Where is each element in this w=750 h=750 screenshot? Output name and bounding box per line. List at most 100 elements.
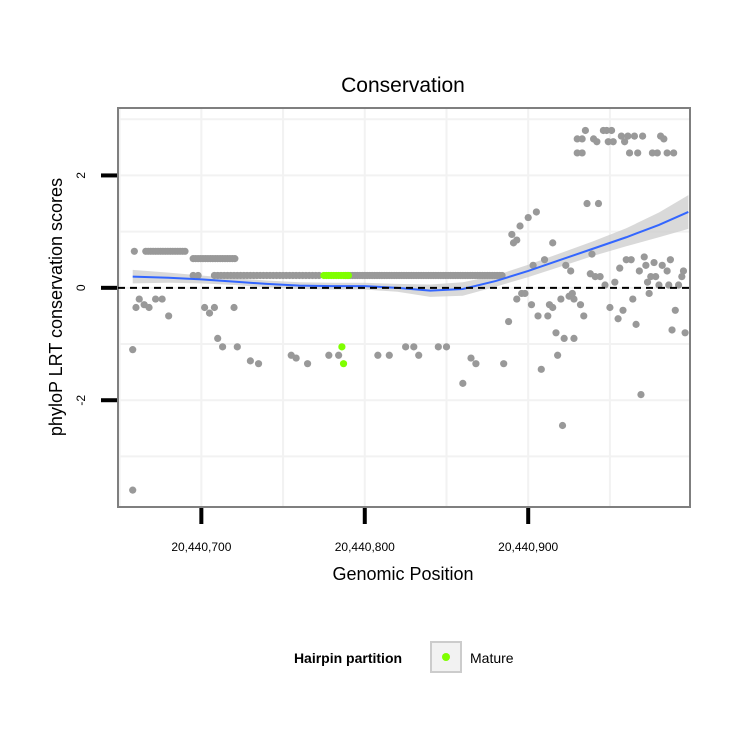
point-other [665,281,673,289]
point-other [679,267,688,275]
point-other [254,360,263,368]
y-tick-label: -2 [74,395,88,406]
point-other [681,329,689,337]
point-mature [339,360,348,368]
point-other [593,138,601,146]
point-other [325,351,333,359]
legend-mature-marker [442,653,450,661]
point-other [678,272,686,281]
point-other [246,357,254,365]
point-other [578,135,586,143]
point-other [415,351,423,359]
point-other [194,271,202,280]
point-other [129,346,137,354]
point-other [459,379,467,387]
point-other [671,306,679,314]
point-other [624,132,632,140]
point-other [385,351,393,359]
point-other [562,261,570,269]
point-other [504,317,513,326]
point-other [158,295,166,303]
point-mature [344,271,353,280]
point-other [205,309,214,317]
point-other [537,365,545,373]
point-other [201,303,209,312]
point-other [652,272,660,281]
chart-title: Conservation [341,74,465,97]
point-other [151,295,160,303]
panel-border [117,107,691,508]
point-other [513,295,521,303]
point-other [637,391,645,399]
point-other [625,149,634,157]
point-other [653,149,661,157]
point-other [660,135,668,143]
point-other [210,303,219,312]
point-other [619,306,627,314]
point-other [218,343,227,351]
point-other [521,289,529,298]
point-other [549,303,557,312]
point-other [666,256,674,264]
point-other [532,208,540,216]
smooth-line [132,211,689,292]
point-other [524,213,532,222]
point-other [181,247,189,255]
point-other [640,253,648,261]
point-other [606,303,614,312]
point-other [645,289,653,298]
point-other [529,261,537,269]
point-other [668,326,676,334]
point-other [527,301,536,309]
point-other [303,360,312,368]
y-tick-label: 0 [74,284,88,291]
point-other [508,230,516,239]
point-other [568,289,576,298]
point-other [617,132,625,140]
point-other [549,239,557,247]
point-other [583,199,591,208]
point-other [629,295,637,303]
point-other [630,132,639,140]
legend-label-mature: Mature [470,650,514,666]
point-other [231,255,239,263]
point-other [467,354,475,362]
point-other [292,354,300,362]
point-other [558,421,567,430]
point-other [580,312,588,320]
point-other [500,360,508,368]
point-other [588,250,596,258]
point-other [616,264,624,272]
point-other [642,261,650,269]
point-other [560,334,568,343]
x-tick-label: 20,440,800 [335,540,395,554]
point-other [335,351,343,359]
point-other [230,303,238,312]
point-other [165,312,173,320]
point-other [442,343,451,351]
point-other [135,295,143,303]
point-other [145,303,153,312]
point-other [596,272,604,281]
point-other [132,303,140,312]
point-other [552,329,560,337]
point-other [655,281,663,289]
point-other [607,126,616,135]
legend: Hairpin partition Mature [294,641,514,673]
point-other [614,315,622,323]
point-other [513,236,521,244]
point-other [611,278,619,286]
point-other [434,343,442,351]
point-other [627,256,635,264]
point-other [601,281,609,289]
point-other [621,138,629,146]
point-other [634,149,642,157]
point-mature [338,343,346,351]
point-other [650,258,658,267]
x-tick-label: 20,440,700 [171,540,231,554]
point-other [516,222,524,230]
legend-title: Hairpin partition [294,650,402,666]
y-tick-label: 2 [74,172,88,179]
y-axis-label: phyloP LRT conservation scores [46,178,66,436]
